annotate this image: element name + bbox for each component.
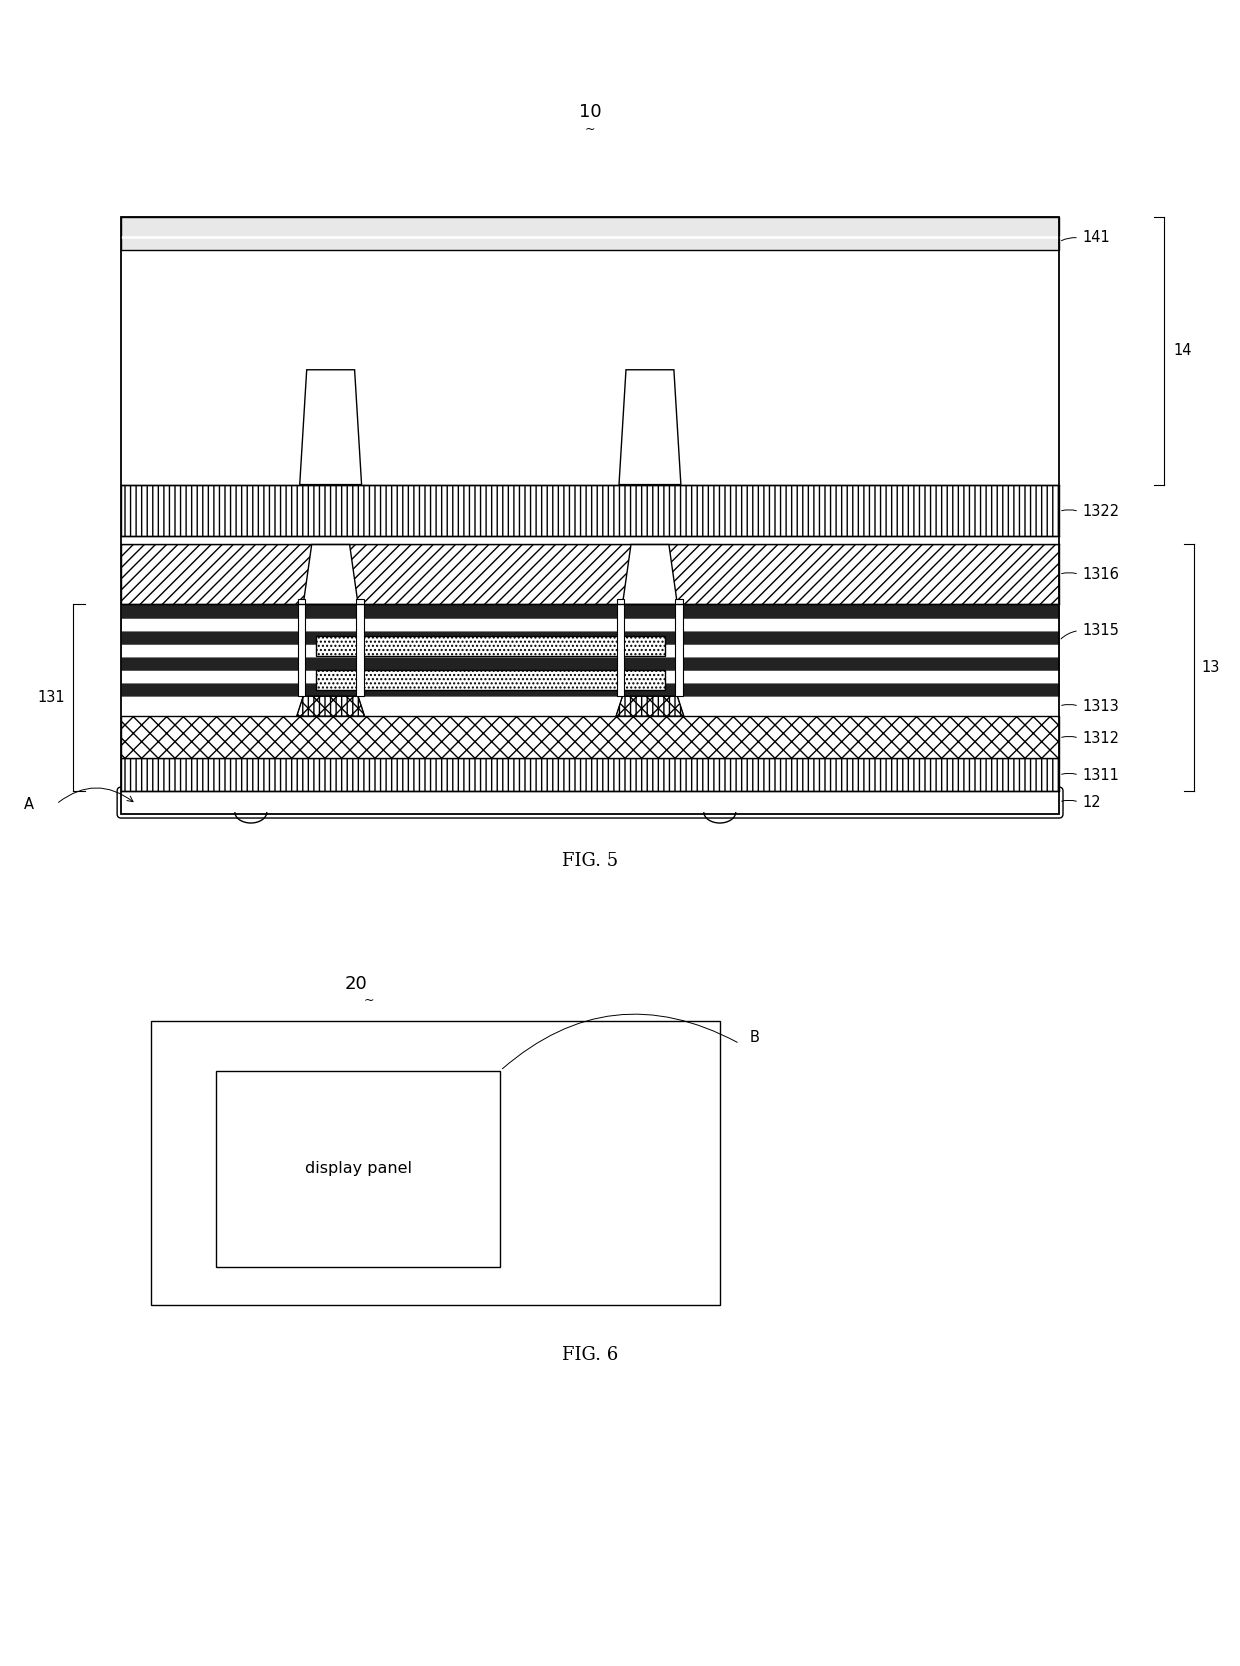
Text: 13: 13 (1202, 660, 1220, 675)
Bar (618, 600, 625, 696)
FancyBboxPatch shape (117, 786, 1063, 818)
Bar (122, 545, 1059, 605)
Text: 20: 20 (345, 975, 367, 993)
Bar (676, 600, 683, 696)
Bar (122, 631, 1059, 643)
Text: 1322: 1322 (1083, 505, 1118, 520)
Text: 10: 10 (579, 103, 601, 122)
Polygon shape (616, 696, 683, 716)
Text: A: A (25, 796, 35, 811)
Bar (316, 670, 665, 690)
Polygon shape (304, 545, 358, 605)
Bar (122, 716, 1059, 758)
Text: 141: 141 (1083, 230, 1110, 245)
Text: ~: ~ (585, 123, 595, 135)
Polygon shape (300, 370, 362, 485)
Text: FIG. 5: FIG. 5 (562, 851, 618, 870)
Text: B: B (750, 1030, 760, 1045)
Bar (356, 600, 363, 696)
Text: 12: 12 (1083, 795, 1101, 810)
Text: 1316: 1316 (1083, 566, 1118, 581)
Text: 1312: 1312 (1083, 731, 1118, 746)
Bar (216, 1071, 500, 1268)
Bar (122, 485, 1059, 536)
Text: display panel: display panel (305, 1161, 412, 1176)
Bar (298, 600, 305, 696)
Bar (316, 636, 665, 655)
Bar (122, 217, 1059, 485)
Bar (122, 656, 1059, 670)
Bar (122, 758, 1059, 791)
Bar (122, 536, 1059, 545)
Bar (122, 605, 1059, 618)
Bar (122, 217, 1059, 815)
Bar (122, 683, 1059, 696)
Text: 14: 14 (1174, 343, 1192, 358)
Text: 131: 131 (37, 690, 66, 705)
Text: 1311: 1311 (1083, 768, 1118, 783)
Bar (151, 1021, 719, 1304)
Bar (122, 618, 1059, 631)
Text: FIG. 6: FIG. 6 (562, 1346, 619, 1364)
Text: 1315: 1315 (1083, 623, 1118, 638)
Polygon shape (619, 370, 681, 485)
Bar (122, 217, 1059, 250)
Polygon shape (622, 545, 677, 605)
Bar (122, 670, 1059, 683)
Bar (122, 643, 1059, 656)
Text: 1313: 1313 (1083, 698, 1118, 713)
Text: ~: ~ (363, 995, 373, 1008)
Polygon shape (296, 696, 365, 716)
